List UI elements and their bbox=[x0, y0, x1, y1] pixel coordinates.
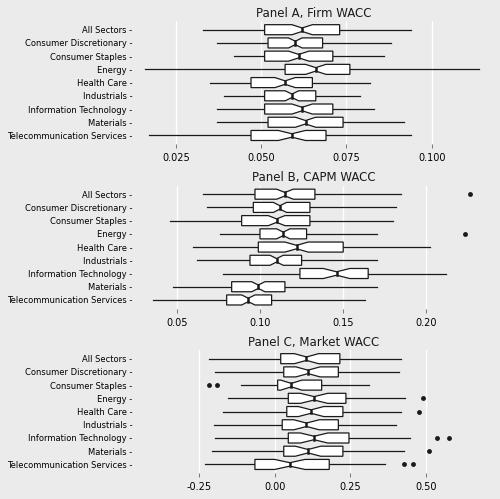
Title: Panel C, Market WACC: Panel C, Market WACC bbox=[248, 336, 380, 349]
Polygon shape bbox=[280, 354, 340, 364]
Polygon shape bbox=[288, 433, 349, 443]
Polygon shape bbox=[300, 268, 368, 278]
Polygon shape bbox=[255, 460, 329, 470]
Polygon shape bbox=[287, 407, 343, 417]
Polygon shape bbox=[282, 420, 339, 430]
Polygon shape bbox=[284, 446, 343, 456]
Polygon shape bbox=[226, 295, 272, 305]
Polygon shape bbox=[264, 51, 333, 61]
Polygon shape bbox=[268, 117, 343, 127]
Title: Panel B, CAPM WACC: Panel B, CAPM WACC bbox=[252, 172, 376, 185]
Polygon shape bbox=[232, 282, 285, 292]
Polygon shape bbox=[250, 255, 302, 265]
Polygon shape bbox=[278, 380, 322, 390]
Polygon shape bbox=[264, 24, 340, 35]
Polygon shape bbox=[268, 38, 322, 48]
Polygon shape bbox=[251, 77, 312, 88]
Polygon shape bbox=[288, 393, 346, 403]
Title: Panel A, Firm WACC: Panel A, Firm WACC bbox=[256, 7, 372, 20]
Polygon shape bbox=[285, 64, 350, 74]
Polygon shape bbox=[264, 91, 316, 101]
Polygon shape bbox=[242, 216, 310, 226]
Polygon shape bbox=[264, 104, 333, 114]
Polygon shape bbox=[284, 367, 339, 377]
Polygon shape bbox=[260, 229, 306, 239]
Polygon shape bbox=[251, 130, 326, 141]
Polygon shape bbox=[254, 203, 310, 213]
Polygon shape bbox=[258, 242, 343, 252]
Polygon shape bbox=[255, 189, 315, 199]
